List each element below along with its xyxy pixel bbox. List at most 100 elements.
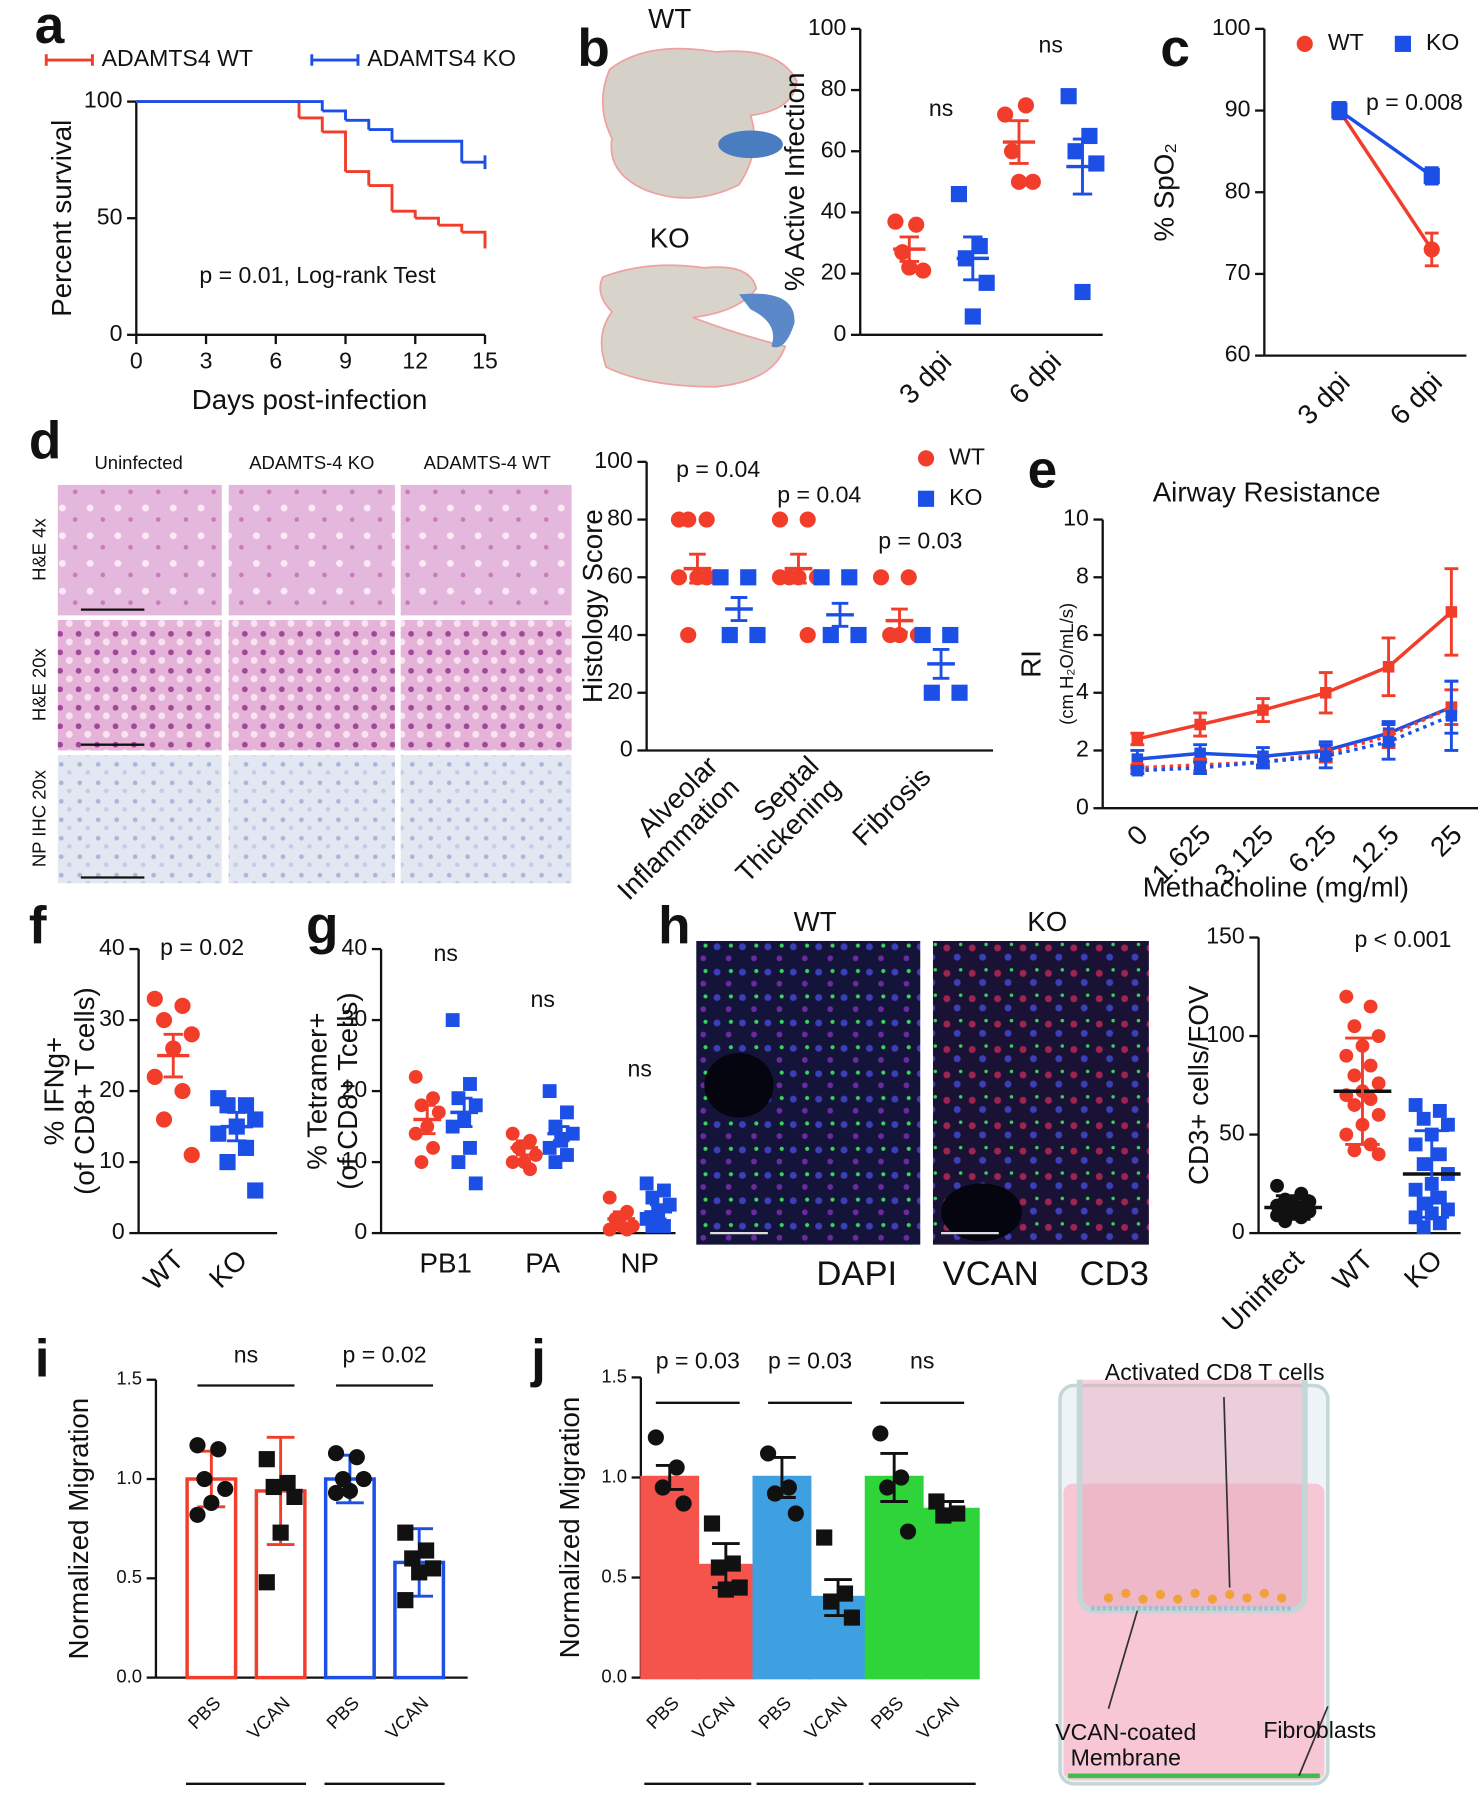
y-axis-label: Histology Score <box>577 509 608 703</box>
data-point <box>928 1493 945 1510</box>
survival-step <box>299 116 324 132</box>
data-point <box>146 1068 163 1085</box>
y-tick-label: 100 <box>1206 1021 1245 1047</box>
annotation: p = 0.03 <box>656 1348 740 1374</box>
y-axis-label: RI <box>1016 650 1047 678</box>
lung-section-wt <box>601 47 798 199</box>
x-tick-label: 12 <box>402 348 428 374</box>
annotation: ns <box>531 986 555 1012</box>
y-axis-label: % Tetramer+(of CD8+ Tcells) <box>302 992 363 1189</box>
legend-label: WT <box>1328 29 1364 55</box>
legend-swatch <box>310 54 360 66</box>
y-tick-label: 1.5 <box>116 1368 142 1389</box>
data-point <box>505 1126 520 1141</box>
series-line <box>1137 714 1453 773</box>
data-point <box>348 1449 365 1466</box>
x-tick-label: PBS <box>184 1692 225 1733</box>
error-bar <box>1345 1036 1380 1146</box>
data-point <box>740 569 757 586</box>
y-tick-label: 0 <box>1232 1218 1245 1244</box>
data-point <box>935 1507 952 1524</box>
survival-step <box>368 128 394 142</box>
data-point <box>431 1105 446 1120</box>
survival-step <box>345 170 371 186</box>
error-bar <box>552 1125 570 1143</box>
data-point <box>787 1505 804 1522</box>
x-tick-label: VCAN <box>381 1692 432 1743</box>
legend-swatch <box>1296 35 1313 52</box>
survival-step <box>368 184 394 212</box>
data-point <box>1432 1216 1447 1231</box>
error-bar <box>932 648 950 680</box>
x-tick-label: 15 <box>472 348 498 374</box>
data-point <box>645 1190 660 1205</box>
y-tick-label: 0.5 <box>116 1566 142 1587</box>
error-bar <box>418 1103 436 1136</box>
data-point <box>237 1097 255 1114</box>
data-point <box>247 1182 264 1199</box>
data-point <box>950 186 968 203</box>
data-point <box>1382 736 1395 748</box>
data-point <box>183 1146 200 1164</box>
error-bar <box>515 1139 533 1157</box>
y-tick-label: 90 <box>1225 96 1251 122</box>
data-point <box>923 684 940 701</box>
data-point <box>680 626 697 644</box>
y-tick-label: 30 <box>342 1005 368 1031</box>
x-tick-label: NP <box>620 1248 658 1279</box>
data-point <box>203 1494 220 1511</box>
data-point <box>914 626 931 644</box>
data-point <box>872 1425 889 1442</box>
data-point <box>1257 756 1269 768</box>
panel-letter: d <box>29 412 61 471</box>
x-tick-label: Uninfect <box>1216 1243 1310 1337</box>
diagram-label: VCAN-coated Membrane <box>1055 1719 1196 1770</box>
data-point <box>1423 167 1440 184</box>
x-tick-label: PB1 <box>420 1248 472 1279</box>
y-tick-label: 150 <box>1206 923 1245 949</box>
annotation: p = 0.02 <box>160 934 244 960</box>
data-point <box>404 1550 421 1567</box>
data-point <box>196 1470 213 1488</box>
panel-letter: c <box>1160 19 1190 78</box>
error-bar <box>891 607 908 634</box>
annotation: p = 0.04 <box>676 456 760 482</box>
error-bar <box>790 552 807 585</box>
data-point <box>662 1197 677 1212</box>
data-point <box>780 1479 797 1496</box>
x-tick-label: PBS <box>754 1692 795 1733</box>
data-point <box>1194 747 1206 760</box>
data-point <box>879 1479 896 1496</box>
x-tick-label: 12.5 <box>1345 819 1405 879</box>
annotation: ns <box>1039 31 1063 57</box>
data-point <box>237 1139 255 1156</box>
bar <box>920 1507 980 1680</box>
data-point <box>1331 102 1348 119</box>
data-point <box>1408 1182 1423 1197</box>
data-point <box>724 1555 741 1572</box>
data-point <box>1088 155 1105 172</box>
legend-label: KO <box>1426 29 1459 55</box>
data-point <box>1194 718 1206 731</box>
image-column-label: Uninfected <box>94 452 182 473</box>
data-point <box>286 1488 303 1505</box>
survival-step <box>345 118 371 130</box>
data-point <box>341 1482 358 1500</box>
data-point <box>414 1155 429 1170</box>
data-point <box>1339 1048 1354 1063</box>
y-tick-label: 1.0 <box>116 1467 142 1488</box>
transwell-diagram <box>1058 1379 1330 1786</box>
data-point <box>900 569 917 586</box>
panel-letter: i <box>35 1329 50 1388</box>
y-tick-label: 100 <box>594 447 633 473</box>
y-tick-label: 0.0 <box>116 1665 142 1686</box>
data-point <box>712 569 729 586</box>
data-point <box>1371 1147 1386 1162</box>
y-tick-label: 40 <box>821 198 847 224</box>
data-point <box>698 511 715 528</box>
chart-title: Airway Resistance <box>1153 476 1381 507</box>
y-tick-label: 100 <box>1212 14 1251 40</box>
data-point <box>657 1183 671 1198</box>
histology-grid <box>57 484 572 884</box>
survival-step <box>392 209 417 219</box>
